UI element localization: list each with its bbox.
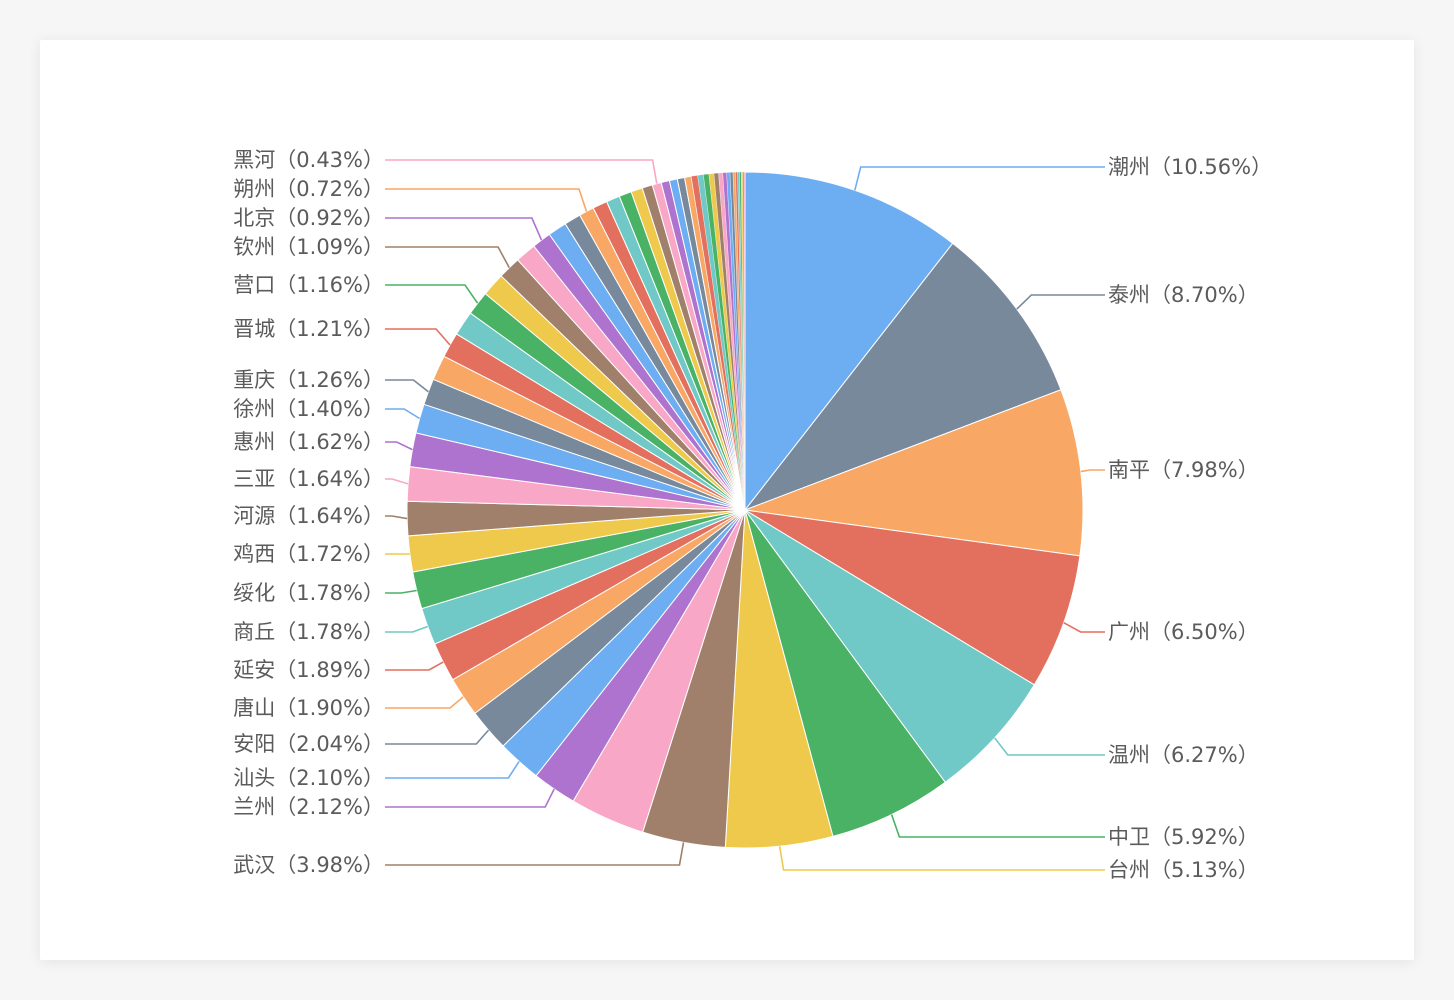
slice-label-安阳: 安阳（2.04%） [233, 732, 384, 756]
label-line-兰州 [385, 788, 555, 808]
label-line-中卫 [890, 814, 1105, 838]
slice-label-朔州: 朔州（0.72%） [233, 177, 384, 201]
label-line-温州 [993, 737, 1105, 756]
label-line-钦州 [385, 246, 511, 269]
pie-slice-广州[interactable] [744, 509, 1081, 686]
label-line-重庆 [385, 379, 429, 393]
label-line-徐州 [385, 408, 421, 420]
slice-label-绥化: 绥化（1.78%） [233, 581, 384, 605]
label-line-绥化 [385, 589, 417, 594]
pie-slice-泰州[interactable] [743, 242, 1062, 512]
slice-label-黑河: 黑河（0.43%） [233, 148, 384, 172]
slice-label-中卫: 中卫（5.92%） [1108, 825, 1259, 849]
slice-label-潮州: 潮州（10.56%） [1108, 155, 1272, 179]
slice-label-南平: 南平（7.98%） [1108, 458, 1259, 482]
slice-label-徐州: 徐州（1.40%） [233, 397, 384, 421]
slice-label-广州: 广州（6.50%） [1108, 620, 1259, 644]
label-line-惠州 [385, 441, 413, 451]
slice-label-重庆: 重庆（1.26%） [233, 368, 384, 392]
slice-label-唐山: 唐山（1.90%） [233, 696, 384, 720]
slice-label-鸡西: 鸡西（1.72%） [233, 542, 384, 566]
slice-label-汕头: 汕头（2.10%） [233, 766, 384, 790]
label-line-南平 [1080, 469, 1105, 473]
label-line-唐山 [385, 696, 464, 709]
label-line-安阳 [385, 729, 490, 745]
label-line-商丘 [385, 625, 428, 633]
slice-label-武汉: 武汉（3.98%） [233, 853, 384, 877]
label-line-潮州 [854, 166, 1105, 191]
label-line-广州 [1063, 621, 1105, 633]
slice-label-营口: 营口（1.16%） [233, 273, 384, 297]
slice-label-惠州: 惠州（1.62%） [233, 430, 384, 454]
slice-label-温州: 温州（6.27%） [1108, 743, 1259, 767]
label-line-黑河 [385, 159, 658, 184]
slice-label-晋城: 晋城（1.21%） [233, 317, 384, 341]
pie-slice-中卫[interactable] [744, 509, 946, 837]
label-line-营口 [385, 284, 479, 304]
label-line-泰州 [1016, 294, 1105, 310]
label-line-延安 [385, 661, 444, 671]
label-line-台州 [778, 846, 1105, 871]
slice-label-泰州: 泰州（8.70%） [1108, 283, 1259, 307]
label-line-朔州 [385, 188, 588, 212]
label-line-武汉 [385, 842, 685, 866]
label-line-晋城 [385, 328, 451, 346]
label-line-河源 [385, 515, 408, 520]
slice-label-延安: 延安（1.89%） [233, 658, 384, 682]
slice-label-北京: 北京（0.92%） [233, 206, 384, 230]
label-line-汕头 [385, 760, 520, 779]
slice-label-兰州: 兰州（2.12%） [233, 795, 384, 819]
slice-label-河源: 河源（1.64%） [233, 504, 384, 528]
pie-slice-温州[interactable] [744, 509, 1035, 783]
slice-label-台州: 台州（5.13%） [1108, 858, 1259, 882]
label-line-三亚 [385, 478, 409, 485]
pie-slice[interactable] [743, 171, 746, 511]
slice-label-商丘: 商丘（1.78%） [233, 620, 384, 644]
pie-slice-潮州[interactable] [744, 171, 954, 512]
slice-label-三亚: 三亚（1.64%） [233, 467, 384, 491]
slice-label-钦州: 钦州（1.09%） [233, 235, 384, 259]
label-line-北京 [385, 217, 543, 241]
